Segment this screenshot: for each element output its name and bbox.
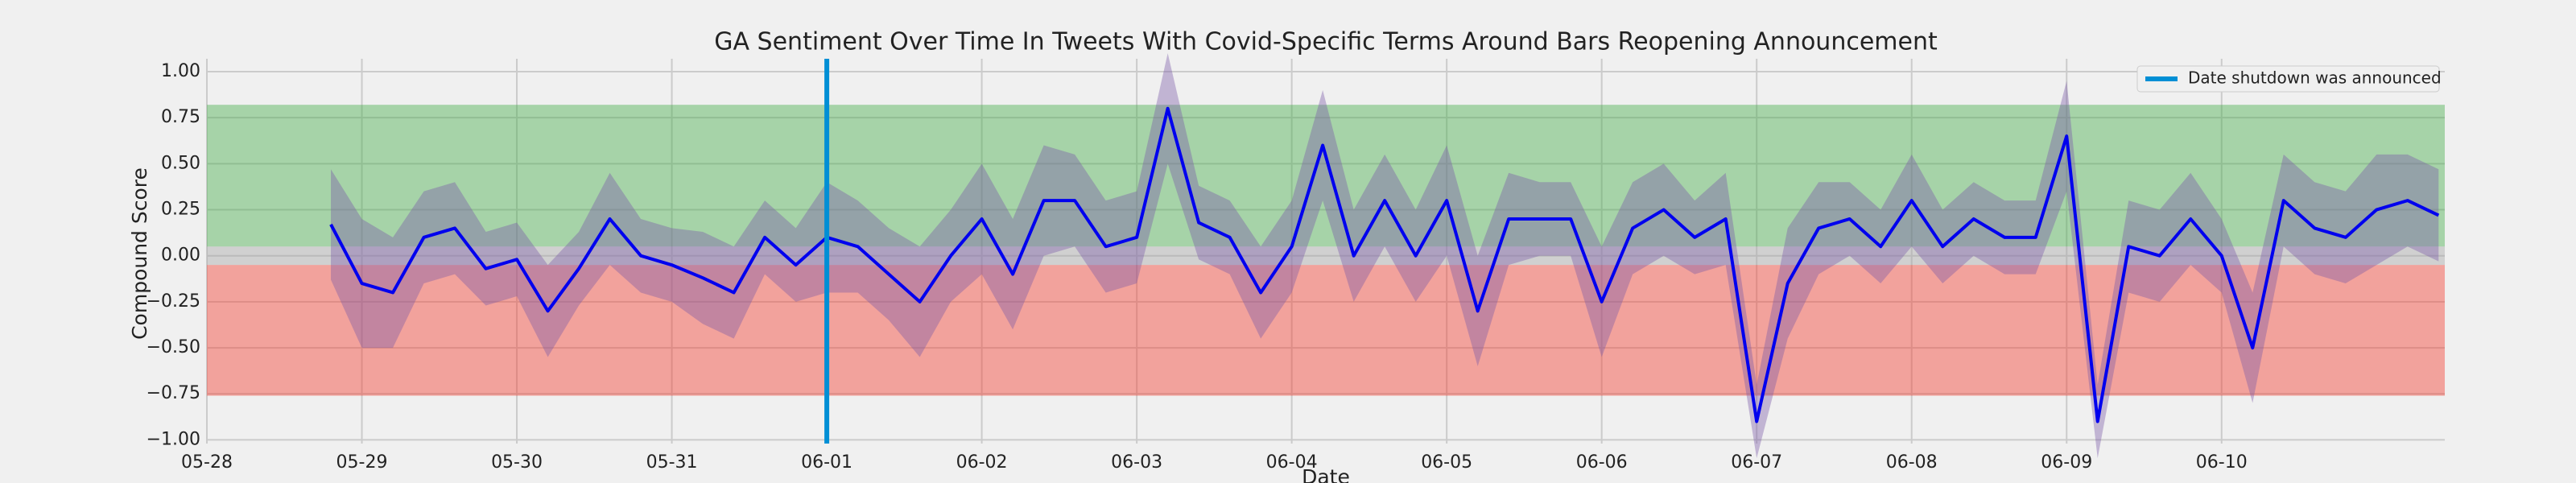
chart-title: GA Sentiment Over Time In Tweets With Co… — [714, 28, 1938, 56]
sentiment-region — [207, 246, 2445, 266]
x-tick-label: 06-05 — [1421, 452, 1472, 473]
sentiment-line — [329, 106, 2440, 423]
y-tick-label: 0.00 — [161, 246, 200, 266]
spread-band — [331, 53, 2439, 459]
y-tick-label: −0.75 — [147, 383, 200, 403]
x-axis-label: Date — [1302, 465, 1350, 483]
x-tick-label: 05-28 — [181, 452, 233, 473]
x-tick-label: 05-31 — [646, 452, 698, 473]
y-axis-label: Compound Score — [128, 167, 151, 340]
x-tick-label: 06-01 — [801, 452, 852, 473]
y-tick-label: −1.00 — [147, 429, 200, 449]
legend-label: Date shutdown was announced — [2188, 68, 2442, 88]
x-tick-label: 06-03 — [1111, 452, 1162, 473]
y-tick-label: 1.00 — [161, 61, 200, 81]
x-tick-label: 06-07 — [1731, 452, 1782, 473]
legend-box — [2136, 65, 2440, 93]
x-tick-label: 06-04 — [1266, 452, 1318, 473]
y-tick-label: 0.75 — [161, 107, 200, 127]
x-tick-label: 06-09 — [2041, 452, 2092, 473]
x-tick-label: 05-30 — [491, 452, 543, 473]
y-tick-label: −0.25 — [147, 291, 200, 312]
y-tick-label: −0.50 — [147, 337, 200, 357]
x-tick-label: 06-08 — [1886, 452, 1938, 473]
x-tick-label: 05-29 — [336, 452, 388, 473]
sentiment-region — [207, 265, 2445, 396]
x-tick-label: 06-02 — [956, 452, 1008, 473]
x-tick-label: 06-10 — [2196, 452, 2248, 473]
x-tick-label: 06-06 — [1576, 452, 1628, 473]
y-tick-label: 0.25 — [161, 200, 200, 220]
y-tick-label: 0.50 — [161, 153, 200, 173]
